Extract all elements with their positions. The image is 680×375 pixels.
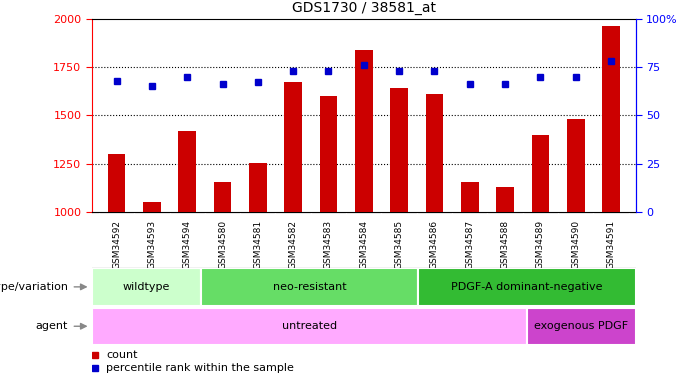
Bar bbox=[249, 163, 267, 212]
Text: GSM34587: GSM34587 bbox=[465, 220, 474, 270]
Text: GSM34581: GSM34581 bbox=[254, 220, 262, 270]
Text: count: count bbox=[107, 350, 138, 360]
Text: GSM34592: GSM34592 bbox=[112, 220, 121, 269]
Text: GSM34593: GSM34593 bbox=[148, 220, 156, 270]
Bar bbox=[143, 202, 160, 212]
Bar bbox=[390, 88, 408, 212]
Text: GSM34584: GSM34584 bbox=[359, 220, 369, 269]
Bar bbox=[602, 27, 620, 212]
Bar bbox=[461, 182, 479, 212]
Text: neo-resistant: neo-resistant bbox=[273, 282, 346, 292]
Text: GSM34580: GSM34580 bbox=[218, 220, 227, 270]
Text: PDGF-A dominant-negative: PDGF-A dominant-negative bbox=[452, 282, 602, 292]
Text: exogenous PDGF: exogenous PDGF bbox=[534, 321, 628, 331]
Text: GSM34588: GSM34588 bbox=[500, 220, 509, 270]
Bar bbox=[284, 82, 302, 212]
Text: genotype/variation: genotype/variation bbox=[0, 282, 68, 292]
Bar bbox=[527, 308, 636, 345]
Text: GSM34590: GSM34590 bbox=[571, 220, 580, 270]
Bar bbox=[418, 268, 636, 306]
Text: GSM34586: GSM34586 bbox=[430, 220, 439, 270]
Bar bbox=[92, 308, 527, 345]
Bar bbox=[178, 131, 196, 212]
Bar bbox=[567, 119, 585, 212]
Bar bbox=[496, 187, 514, 212]
Bar bbox=[92, 268, 201, 306]
Text: GSM34585: GSM34585 bbox=[394, 220, 404, 270]
Bar bbox=[201, 268, 418, 306]
Text: GSM34589: GSM34589 bbox=[536, 220, 545, 270]
Bar bbox=[107, 154, 125, 212]
Bar bbox=[214, 182, 231, 212]
Text: agent: agent bbox=[35, 321, 68, 331]
Bar bbox=[532, 135, 549, 212]
Text: GSM34583: GSM34583 bbox=[324, 220, 333, 270]
Title: GDS1730 / 38581_at: GDS1730 / 38581_at bbox=[292, 1, 436, 15]
Bar bbox=[320, 96, 337, 212]
Text: GSM34582: GSM34582 bbox=[288, 220, 298, 269]
Text: percentile rank within the sample: percentile rank within the sample bbox=[107, 363, 294, 373]
Text: untreated: untreated bbox=[282, 321, 337, 331]
Text: GSM34591: GSM34591 bbox=[607, 220, 615, 270]
Bar bbox=[355, 50, 373, 212]
Bar bbox=[426, 94, 443, 212]
Text: wildtype: wildtype bbox=[122, 282, 170, 292]
Text: GSM34594: GSM34594 bbox=[183, 220, 192, 269]
